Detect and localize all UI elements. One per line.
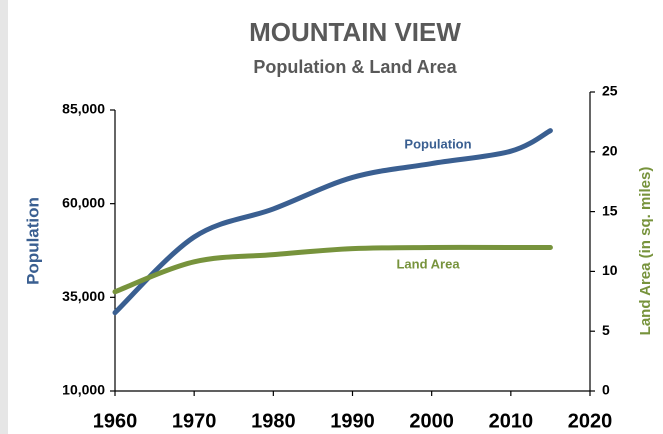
y-tick-label: 85,000 <box>62 101 105 117</box>
y-tick-label: 35,000 <box>62 288 105 304</box>
x-tick-label: 1970 <box>172 410 217 432</box>
chart-title: MOUNTAIN VIEW <box>249 17 461 47</box>
chart-background <box>8 0 663 434</box>
y2-tick-label: 10 <box>602 262 618 278</box>
series-label: Land Area <box>396 256 460 271</box>
y-tick-label: 10,000 <box>62 382 105 398</box>
y2-tick-label: 20 <box>602 143 618 159</box>
y2-tick-label: 0 <box>602 382 610 398</box>
x-tick-label: 1960 <box>93 410 138 432</box>
y2-tick-label: 5 <box>602 322 610 338</box>
y2-tick-label: 25 <box>602 83 618 99</box>
x-tick-label: 2010 <box>489 410 534 432</box>
series-line <box>112 128 553 316</box>
x-tick-label: 1990 <box>330 410 375 432</box>
y2-tick-label: 15 <box>602 202 618 218</box>
y-tick-label: 60,000 <box>62 194 105 210</box>
x-tick-label: 1980 <box>251 410 296 432</box>
series-line <box>112 244 553 295</box>
y-axis-title: Population <box>23 197 42 285</box>
series-label: Population <box>404 136 471 151</box>
chart-subtitle: Population & Land Area <box>253 57 457 77</box>
x-tick-label: 2000 <box>409 410 454 432</box>
y2-axis-title: Land Area (in sq. miles) <box>637 167 654 336</box>
x-tick-label: 2020 <box>568 410 613 432</box>
